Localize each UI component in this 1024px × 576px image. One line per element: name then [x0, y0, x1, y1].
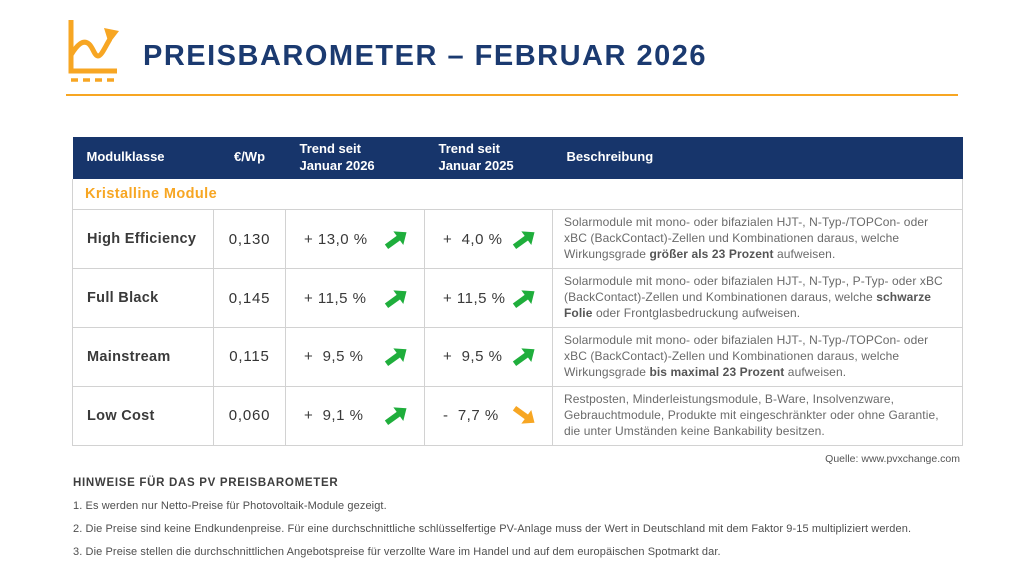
- trend-down-arrow-icon: [511, 402, 538, 429]
- module-class-name: High Efficiency: [72, 209, 214, 270]
- source-attribution: Quelle: www.pvxchange.com: [825, 452, 960, 465]
- column-header-trend-2026: Trend seit Januar 2026: [285, 137, 425, 179]
- trend-2026-value: + 9,5 %: [304, 348, 364, 366]
- trend-2026-value: + 13,0 %: [304, 230, 368, 248]
- module-class-name: Full Black: [72, 268, 214, 328]
- line-chart-logo-icon: [64, 16, 121, 86]
- trend-up-arrow-icon: [383, 285, 410, 312]
- trend-2025-value: - 7,7 %: [443, 407, 499, 425]
- trend-up-arrow-icon: [383, 402, 410, 429]
- footnote-3: 3. Die Preise stellen die durchschnittli…: [73, 545, 721, 558]
- column-header-trend-2025: Trend seit Januar 2025: [424, 137, 553, 179]
- price-table-container: Modulklasse €/Wp Trend seit Januar 2026 …: [72, 137, 963, 446]
- trend-2025-value: + 11,5 %: [443, 289, 506, 307]
- trend-up-arrow-icon: [383, 226, 410, 253]
- price-value: 0,145: [213, 268, 286, 328]
- module-description: Solarmodule mit mono- oder bifazialen HJ…: [552, 327, 963, 387]
- table-header-row: Modulklasse €/Wp Trend seit Januar 2026 …: [72, 137, 963, 179]
- footnotes-section: HINWEISE FÜR DAS PV PREISBAROMETER 1. Es…: [73, 477, 1024, 558]
- trend-up-arrow-icon: [383, 343, 410, 370]
- accent-divider: [66, 94, 958, 96]
- column-header-beschreibung: Beschreibung: [552, 137, 963, 179]
- price-table: Modulklasse €/Wp Trend seit Januar 2026 …: [72, 137, 963, 446]
- table-row-mainstream: Mainstream 0,115 + 9,5 % + 9,5 % Solarmo…: [72, 327, 963, 387]
- module-description: Restposten, Minderleistungsmodule, B-War…: [552, 385, 963, 446]
- footnote-1: 1. Es werden nur Netto-Preise für Photov…: [73, 499, 387, 512]
- page-header: PREISBAROMETER – FEBRUAR 2026: [0, 0, 1024, 86]
- module-description: Solarmodule mit mono- oder bifazialen HJ…: [552, 268, 963, 328]
- section-label: Kristalline Module: [85, 186, 218, 203]
- trend-2026-value: + 11,5 %: [304, 289, 367, 307]
- table-row-low-cost: Low Cost 0,060 + 9,1 % - 7,7 % Restposte…: [72, 385, 963, 446]
- table-row-high-efficiency: High Efficiency 0,130 + 13,0 % + 4,0 % S…: [72, 209, 963, 270]
- trend-up-arrow-icon: [511, 343, 538, 370]
- module-class-name: Mainstream: [72, 327, 214, 387]
- section-row: Kristalline Module: [72, 178, 963, 210]
- column-header-modulklasse: Modulklasse: [72, 137, 214, 179]
- trend-2025-value: + 9,5 %: [443, 348, 503, 366]
- trend-up-arrow-icon: [511, 285, 538, 312]
- price-value: 0,060: [213, 385, 286, 446]
- price-value: 0,115: [213, 327, 286, 387]
- trend-2026-value: + 9,1 %: [304, 407, 364, 425]
- module-class-name: Low Cost: [72, 385, 214, 446]
- trend-2025-value: + 4,0 %: [443, 230, 503, 248]
- table-row-full-black: Full Black 0,145 + 11,5 % + 11,5 % Solar…: [72, 268, 963, 328]
- module-description: Solarmodule mit mono- oder bifazialen HJ…: [552, 209, 963, 270]
- page-title: PREISBAROMETER – FEBRUAR 2026: [143, 40, 707, 72]
- trend-up-arrow-icon: [511, 226, 538, 253]
- column-header-price: €/Wp: [213, 137, 286, 179]
- footnotes-title: HINWEISE FÜR DAS PV PREISBAROMETER: [73, 476, 339, 489]
- price-value: 0,130: [213, 209, 286, 270]
- footnote-2: 2. Die Preise sind keine Endkundenpreise…: [73, 522, 912, 535]
